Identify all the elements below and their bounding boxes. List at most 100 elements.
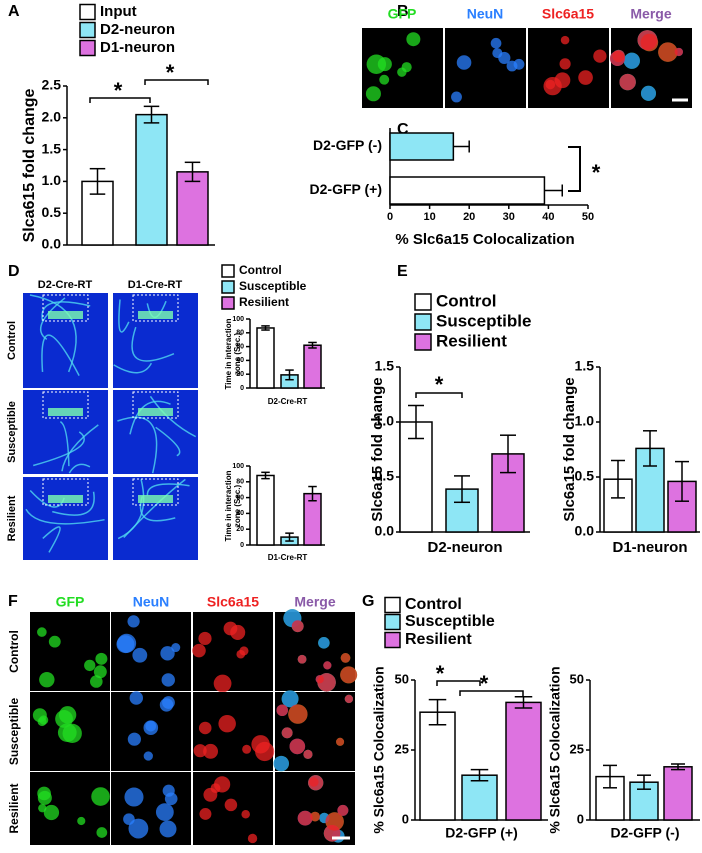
cell bbox=[379, 74, 390, 85]
bar bbox=[303, 344, 322, 389]
cell bbox=[337, 804, 349, 816]
interaction-zone bbox=[42, 391, 89, 419]
x-axis-label: D1-neuron bbox=[613, 539, 688, 556]
cell bbox=[498, 51, 511, 65]
error-bar bbox=[285, 532, 294, 542]
cell bbox=[619, 73, 636, 91]
track bbox=[61, 424, 99, 472]
cell bbox=[336, 737, 345, 746]
y-tick-label: 25 bbox=[395, 741, 409, 756]
cell bbox=[242, 744, 252, 754]
category-label: D2-GFP (-) bbox=[313, 137, 382, 153]
y-axis-label: Slc6a15 fold change bbox=[369, 377, 386, 521]
error-bar bbox=[611, 459, 625, 499]
legend-swatch bbox=[414, 313, 432, 331]
cell bbox=[127, 732, 141, 746]
error-bar bbox=[470, 768, 489, 782]
track bbox=[29, 294, 77, 373]
significance-star: * bbox=[114, 78, 123, 103]
significance-star: * bbox=[435, 372, 444, 397]
cell bbox=[124, 787, 144, 807]
cell bbox=[365, 86, 381, 102]
x-axis-label: % Slc6a15 Colocalization bbox=[395, 231, 574, 248]
cell bbox=[578, 70, 593, 85]
cell bbox=[451, 91, 462, 103]
cell bbox=[198, 721, 212, 735]
x-axis-label: D2-Cre-RT bbox=[268, 397, 308, 406]
track bbox=[146, 483, 190, 496]
error-bar bbox=[500, 434, 516, 474]
cell bbox=[559, 58, 571, 70]
x-axis-label: D2-GFP (-) bbox=[611, 825, 680, 841]
cell bbox=[38, 804, 47, 813]
error-bar bbox=[285, 369, 294, 381]
legend-label: D2-neuron bbox=[100, 21, 175, 38]
channel-label: NeuN bbox=[133, 594, 170, 610]
y-tick-label: 80 bbox=[236, 479, 244, 486]
cell bbox=[251, 735, 270, 754]
track bbox=[131, 326, 175, 362]
interaction-zone bbox=[42, 294, 89, 322]
interaction-zone bbox=[132, 391, 179, 419]
significance-bracket bbox=[568, 146, 581, 192]
y-tick-label: 40 bbox=[236, 510, 244, 517]
y-tick-label: 60 bbox=[236, 494, 244, 501]
y-tick-label: 80 bbox=[236, 330, 244, 337]
error-bar bbox=[428, 698, 447, 726]
error-bar bbox=[643, 430, 657, 467]
y-tick-label: 2.0 bbox=[42, 109, 62, 125]
y-tick-label: 1.5 bbox=[575, 358, 595, 374]
error-bar bbox=[261, 471, 270, 480]
cell bbox=[276, 704, 289, 717]
bar bbox=[505, 701, 542, 821]
cell bbox=[640, 85, 657, 101]
panel-letter: D bbox=[8, 263, 20, 280]
track bbox=[123, 478, 186, 538]
y-tick-label: 40 bbox=[236, 357, 244, 364]
track bbox=[68, 463, 91, 474]
cell bbox=[291, 620, 304, 633]
legend-swatch bbox=[221, 264, 235, 278]
cell bbox=[303, 749, 313, 759]
cell bbox=[281, 690, 299, 708]
cell bbox=[241, 810, 250, 819]
y-tick-label: 1.0 bbox=[42, 172, 62, 188]
channel-label: GFP bbox=[388, 6, 417, 22]
error-bar bbox=[603, 764, 617, 789]
cell bbox=[490, 37, 502, 49]
track bbox=[59, 421, 70, 467]
cell bbox=[203, 743, 219, 759]
y-tick-label: 0 bbox=[577, 811, 584, 826]
track bbox=[52, 491, 95, 516]
legend-label: Input bbox=[100, 3, 137, 20]
y-tick-label: 0.0 bbox=[375, 523, 395, 539]
legend-label: Susceptible bbox=[239, 279, 307, 293]
hot-spot bbox=[48, 408, 83, 416]
cell bbox=[37, 790, 52, 805]
cell bbox=[213, 674, 232, 693]
legend-label: D1-neuron bbox=[100, 39, 175, 56]
cell bbox=[289, 738, 306, 755]
cell bbox=[406, 32, 421, 47]
cell bbox=[456, 55, 472, 70]
cell bbox=[593, 49, 607, 63]
cell bbox=[193, 744, 207, 758]
cell bbox=[674, 47, 683, 57]
cell bbox=[310, 811, 320, 822]
micrograph bbox=[111, 772, 191, 845]
track bbox=[117, 479, 145, 540]
cell bbox=[128, 818, 149, 839]
row-label: Resilient bbox=[6, 495, 18, 541]
y-tick-label: 20 bbox=[236, 526, 244, 533]
bar bbox=[461, 774, 498, 821]
cell bbox=[96, 827, 108, 838]
significance-bracket bbox=[436, 680, 481, 686]
channel-label: GFP bbox=[56, 594, 85, 610]
significance-bracket bbox=[459, 690, 524, 696]
legend-label: Susceptible bbox=[436, 311, 531, 330]
panel-letter: F bbox=[8, 593, 18, 610]
bar bbox=[663, 766, 693, 821]
cell bbox=[288, 704, 308, 724]
